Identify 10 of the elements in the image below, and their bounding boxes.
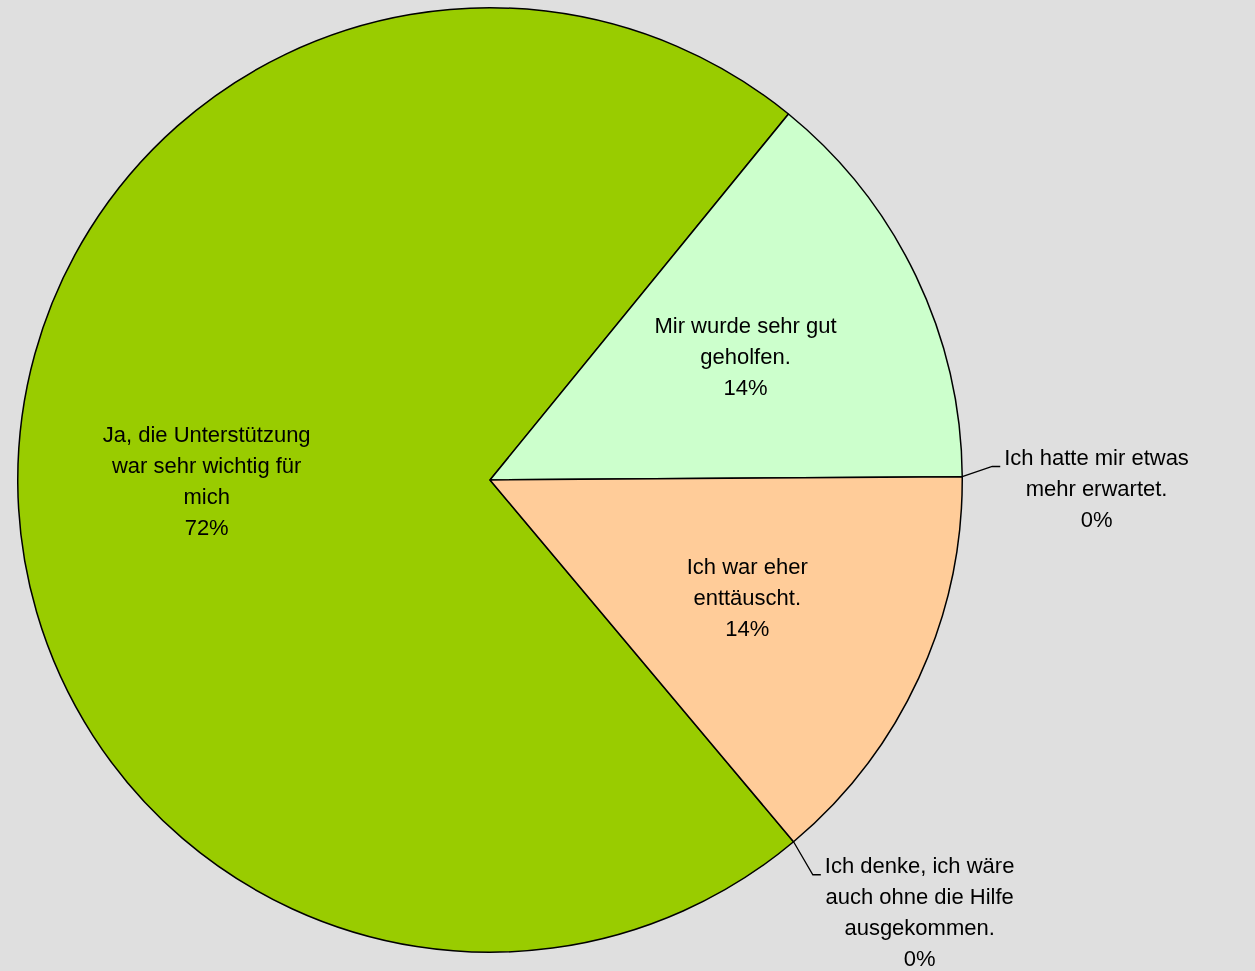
slice-label: Ich war eher enttäuscht. xyxy=(686,553,808,610)
slice-label: Mir wurde sehr gut geholfen. xyxy=(654,312,837,369)
data-label: 72% xyxy=(184,514,229,540)
legend-label: Ich denke, ich wäre auch ohne die Hilfe ausgekommen. xyxy=(824,852,1015,940)
text: 0% xyxy=(1080,506,1113,532)
data-label: 14% xyxy=(723,374,768,400)
slice-label: Ja, die Unterstützung war sehr wichtig für mich xyxy=(102,421,311,509)
legend-label: Ich hatte mir etwas mehr erwartet. xyxy=(1004,444,1189,501)
text: 0% xyxy=(903,945,936,971)
data-label: 14% xyxy=(725,615,770,641)
